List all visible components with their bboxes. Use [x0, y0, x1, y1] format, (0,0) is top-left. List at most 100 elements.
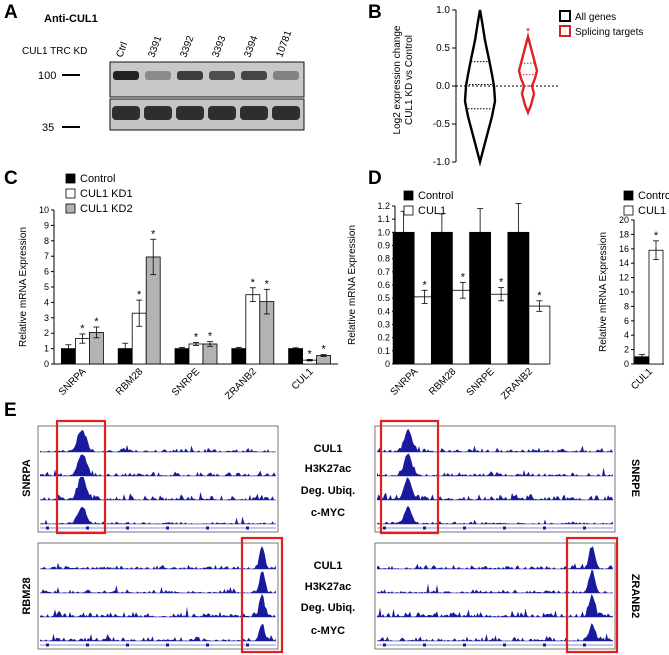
band-loading [208, 106, 236, 120]
bar-ytick-label: 0.9 [377, 241, 390, 251]
gene-model-exon [463, 526, 466, 530]
bar-legend-swatch [403, 205, 414, 216]
bar-ytick-label: 0.5 [377, 293, 390, 303]
band-loading [144, 106, 172, 120]
blot-bands [112, 71, 300, 120]
blot-cul1 [109, 61, 305, 98]
lane-label: Ctrl [114, 41, 130, 59]
bar-legend-label: CUL1 [418, 205, 446, 217]
bar-ytick-label: 1.0 [377, 227, 390, 237]
track-label: Deg. Ubiq. [301, 485, 355, 497]
bar-category-label: RBM28 [114, 366, 146, 398]
bar [648, 249, 664, 365]
chart-d2: Relative mRNA Expression 0 2 4 6 8 10 12 14 16 18 2… [598, 190, 669, 392]
bar-ytick-label: 0.8 [377, 254, 390, 264]
western-title: Anti-CUL1 [44, 13, 98, 25]
bar [202, 343, 218, 365]
lane-label: 3394 [242, 34, 260, 59]
significance-star: * [251, 277, 256, 289]
highlight-box [55, 419, 107, 535]
gene-model-exon [503, 643, 506, 647]
bar-legend-swatch [65, 188, 76, 199]
legend-swatch [559, 10, 571, 22]
gene-model-exon [86, 526, 89, 530]
chart-d: Relative mRNA Expression 0 0.1 0.2 0.3 0.4 0.5… [347, 190, 551, 402]
highlight-box [379, 419, 440, 535]
gene-model-exon [383, 526, 386, 530]
bar-ytick-label: 10 [619, 287, 629, 297]
gene-model-exon [583, 526, 586, 530]
bar-legend-swatch [65, 203, 76, 214]
violin-legend: All genes Splicing targets [559, 10, 643, 38]
bar-legend-swatch [623, 190, 634, 201]
bar-ytick-label: 0 [44, 359, 49, 369]
chart-c: Relative mRNA Expression 0 1 2 3 4 5 6 7 8 9 10 * * SN… [18, 173, 338, 402]
bar-legend-swatch [65, 173, 76, 184]
bar-ytick-label: 3 [44, 313, 49, 323]
bar-ytick-label: 2 [624, 345, 629, 355]
track-label: H3K27ac [305, 463, 351, 475]
bar-legend-swatch [623, 205, 634, 216]
track-signal [40, 594, 276, 617]
band-loading [176, 106, 204, 120]
bar [188, 343, 204, 365]
gene-model-exon [206, 643, 209, 647]
track-signal [377, 453, 613, 476]
bar-ytick-label: 1.2 [377, 201, 390, 211]
panel-label-b: B [368, 2, 382, 23]
gene-model-exon [583, 643, 586, 647]
bar [288, 348, 304, 365]
bar-category-label: ZRANB2 [223, 366, 259, 402]
significance-star: * [321, 344, 326, 356]
panel-label-e: E [4, 400, 17, 421]
significance-star: * [137, 289, 142, 301]
lane-label: 3393 [210, 34, 228, 59]
gene-model-exon [423, 526, 426, 530]
violin-ytick-label: 0.5 [436, 43, 450, 54]
track-signal [377, 429, 613, 452]
panel-label-c: C [4, 168, 18, 189]
lane-label: 10781 [274, 29, 294, 59]
gene-model-exon [463, 643, 466, 647]
bar-category-label: CUL1 [629, 366, 655, 392]
bar-ylabel: Relative mRNA Expression [598, 232, 609, 352]
track-frame [374, 425, 616, 533]
bar-category-label: ZRANB2 [499, 366, 535, 402]
violin-ylabel-line1: Log2 expression change [392, 25, 403, 134]
bar-ytick-label: 16 [619, 244, 629, 254]
bar-ytick-label: 7 [44, 251, 49, 261]
violin-axis: -1.0 -0.5 0.0 0.5 1.0 [433, 5, 560, 168]
track-signal [40, 624, 276, 641]
bar-ytick-label: 18 [619, 229, 629, 239]
band-cul1 [241, 71, 267, 80]
band-cul1 [113, 71, 139, 80]
bar-ytick-label: 12 [619, 273, 629, 283]
gene-model-exon [86, 643, 89, 647]
panel-label-a: A [4, 2, 18, 23]
bar-ytick-label: 0.1 [377, 346, 390, 356]
track-label: c-MYC [311, 625, 345, 637]
bar-category-label: SNRPA [389, 366, 421, 398]
highlight-box [565, 536, 619, 654]
track-signal [40, 454, 276, 476]
bar-ytick-label: 1 [44, 344, 49, 354]
marker-100: 100 [38, 70, 56, 82]
bar-ytick-label: 0.2 [377, 333, 390, 343]
gene-model-exon [423, 643, 426, 647]
gene-model-exon [206, 526, 209, 530]
lane-label: 3391 [146, 34, 164, 59]
bar-ytick-label: 14 [619, 258, 629, 268]
panel-label-d: D [368, 168, 382, 189]
gene-model-exon [166, 643, 169, 647]
bar-ytick-label: 0.6 [377, 280, 390, 290]
legend-swatch [559, 25, 571, 37]
violins: * [463, 9, 539, 167]
gene-model-exon [166, 526, 169, 530]
highlight-box [240, 536, 284, 654]
track-label: Deg. Ubiq. [301, 602, 355, 614]
bar-category-label: SNRPE [170, 366, 202, 398]
significance-star: * [265, 278, 270, 290]
bar-legend-label: CUL1 [638, 205, 666, 217]
bar [231, 348, 247, 365]
gene-model-exon [503, 526, 506, 530]
